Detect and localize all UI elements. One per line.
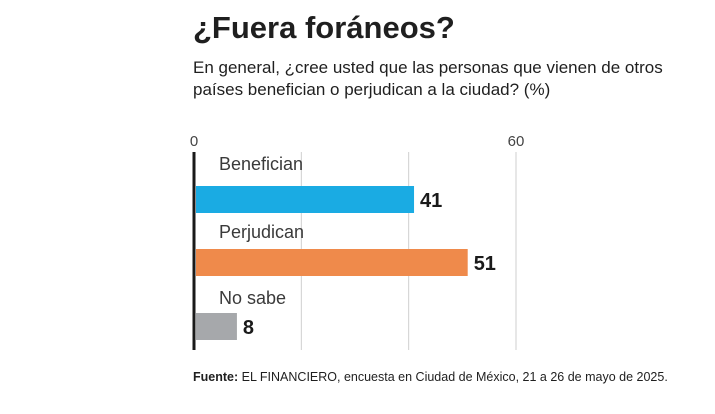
- data-label-3: 8: [243, 317, 254, 339]
- data-label-2: 51: [474, 253, 496, 275]
- source-label: Fuente:: [193, 370, 239, 384]
- tick-label-0: 0: [190, 133, 198, 150]
- category-label-3: No sabe: [219, 288, 286, 308]
- tick-label-60: 60: [508, 133, 525, 150]
- data-label-1: 41: [420, 190, 442, 212]
- bar-1: [196, 186, 415, 213]
- source-note: Fuente: EL FINANCIERO, encuesta en Ciuda…: [193, 369, 703, 385]
- category-label-2: Perjudican: [219, 222, 304, 242]
- chart-subtitle: En general, ¿cree usted que las personas…: [193, 58, 663, 99]
- category-label-1: Benefician: [219, 154, 303, 174]
- bar-3: [196, 313, 237, 340]
- chart-title: ¿Fuera foráneos?: [193, 10, 455, 45]
- bar-2: [196, 249, 468, 276]
- source-text: EL FINANCIERO, encuesta en Ciudad de Méx…: [241, 370, 668, 384]
